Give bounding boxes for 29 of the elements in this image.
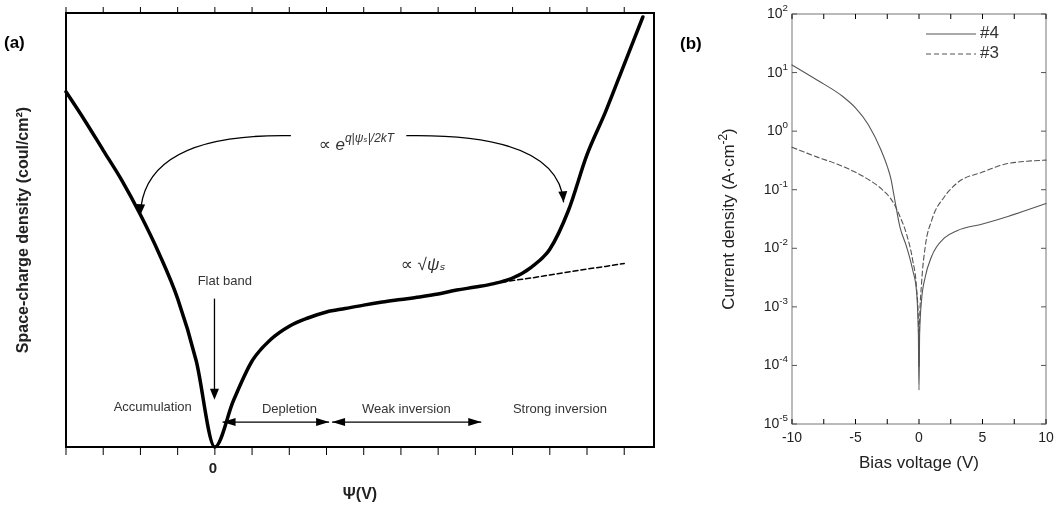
x-tick-label: 0 — [915, 429, 924, 445]
x-axis-title: Ψ(V) — [342, 485, 378, 502]
x-axis-title: Bias voltage (V) — [859, 453, 979, 472]
y-tick-label: 10$^{-2}$ — [763, 236, 788, 255]
annotation: Depletion — [261, 401, 317, 417]
y-tick-label: 10$^{-1}$ — [763, 177, 788, 197]
annotation: Flat band — [197, 273, 252, 289]
y-tick-label: 10$^{-4}$ — [763, 353, 789, 373]
legend-label: #3 — [980, 43, 999, 63]
y-tick-label: 10$^{-3}$ — [763, 294, 789, 314]
text: (b) — [680, 34, 702, 53]
x-tick-label: 10 — [1038, 429, 1054, 445]
y-tick-label: 10$^{2}$ — [766, 2, 788, 21]
text: 0 — [208, 459, 218, 476]
annotation: Accumulation — [113, 399, 192, 415]
x-tick-label: -5 — [849, 429, 862, 445]
annotation: Strong inversion — [512, 401, 607, 417]
x-tick-label: -10 — [781, 429, 803, 445]
y-tick-label: 10$^{0}$ — [766, 119, 789, 138]
annotation: ∝ √ψₛ — [400, 255, 446, 275]
annotation: Weak inversion — [361, 401, 451, 417]
x-tick-label: 5 — [978, 429, 987, 445]
legend-label: #4 — [980, 23, 999, 43]
y-tick-label: 10$^{-5}$ — [763, 412, 789, 431]
annotation: ∝ e$^{q|ψₛ|/2kT}$ — [318, 131, 395, 155]
text: (a) — [4, 33, 25, 52]
line-series — [791, 64, 1047, 391]
y-tick-label: 10$^{1}$ — [766, 60, 788, 80]
y-axis-title: Space-charge density (coul/cm²) — [14, 106, 31, 354]
